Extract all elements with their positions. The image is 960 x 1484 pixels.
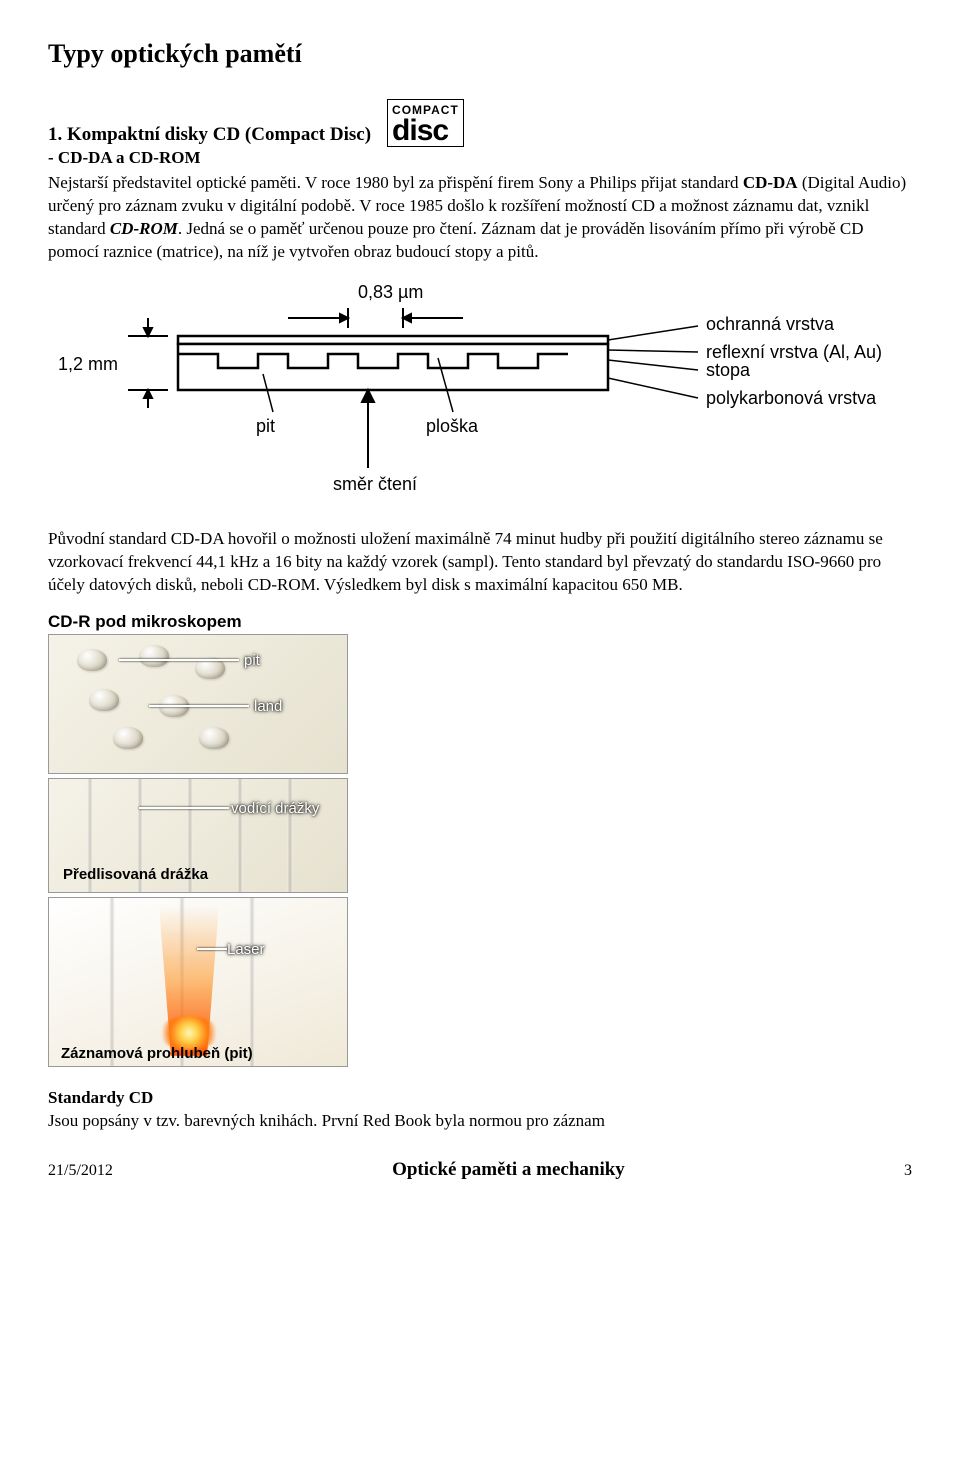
logo-main-text: disc [392, 118, 459, 144]
label-ochranna: ochranná vrstva [706, 314, 835, 334]
label-ploska: ploška [426, 416, 479, 436]
page-footer: 21/5/2012 Optické paměti a mechaniky 3 [48, 1157, 912, 1183]
footer-page-number: 3 [904, 1160, 912, 1182]
mlabel-grooves: vodící drážky [231, 799, 319, 819]
standards-text: Jsou popsány v tzv. barevných knihách. P… [48, 1111, 605, 1130]
label-reflexni: reflexní vrstva (Al, Au) [706, 342, 882, 362]
section-heading: 1. Kompaktní disky CD (Compact Disc) [48, 122, 371, 148]
p1-cdrom: CD-ROM [110, 219, 178, 238]
microscope-panel-middle: vodící drážky Předlisovaná drážka [48, 778, 348, 893]
label-pit: pit [256, 416, 275, 436]
footer-date: 21/5/2012 [48, 1160, 113, 1182]
p1-a: Nejstarší představitel optické paměti. V… [48, 173, 743, 192]
section-subheading: - CD-DA a CD-ROM [48, 147, 912, 170]
mlabel-laser: Laser [227, 940, 265, 960]
pitch-label: 0,83 µm [358, 282, 423, 302]
section-header-row: 1. Kompaktní disky CD (Compact Disc) COM… [48, 99, 912, 147]
microscope-title: CD-R pod mikroskopem [48, 611, 353, 634]
standards-heading: Standardy CD [48, 1088, 153, 1107]
footer-title: Optické paměti a mechaniky [392, 1157, 625, 1183]
microscope-figure: CD-R pod mikroskopem pit land vodící drá… [48, 611, 353, 1067]
paragraph-1: Nejstarší představitel optické paměti. V… [48, 172, 912, 264]
p1-cdda: CD-DA [743, 173, 798, 192]
mlabel-land: land [254, 697, 282, 717]
label-direction: směr čtení [333, 474, 417, 494]
cd-crosssection-diagram: 0,83 µm 1,2 mm ochranná vrstva refl [48, 278, 908, 514]
compact-disc-logo: COMPACT disc [387, 99, 464, 147]
page-title: Typy optických pamětí [48, 36, 912, 71]
microscope-panel-top: pit land [48, 634, 348, 774]
label-polykarb: polykarbonová vrstva [706, 388, 877, 408]
mlabel-burnpit: Záznamová prohlubeň (pit) [61, 1044, 253, 1064]
microscope-panel-bottom: Laser Záznamová prohlubeň (pit) [48, 897, 348, 1067]
mlabel-pit: pit [244, 651, 260, 671]
thickness-label: 1,2 mm [58, 354, 118, 374]
label-stopa: stopa [706, 360, 751, 380]
mlabel-prepit: Předlisovaná drážka [63, 865, 208, 885]
paragraph-2: Původní standard CD-DA hovořil o možnost… [48, 528, 912, 597]
